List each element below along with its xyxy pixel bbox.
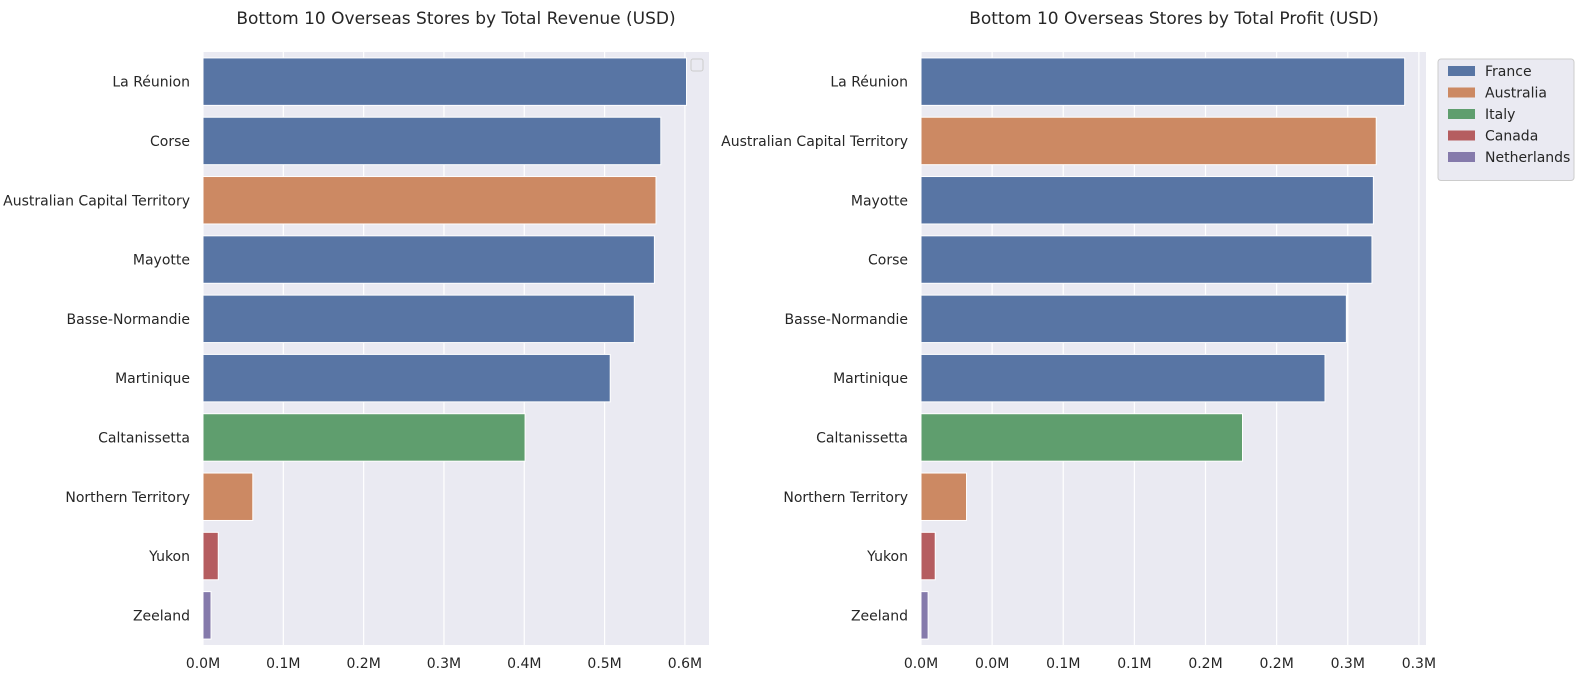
y-tick-label: Mayotte [133, 253, 190, 269]
chart-title: Bottom 10 Overseas Stores by Total Profi… [969, 9, 1379, 29]
bar-northern-territory [202, 472, 254, 521]
bar-yukon [202, 531, 219, 581]
y-tick-label: Caltanissetta [816, 430, 908, 446]
legend-swatch [1448, 152, 1475, 162]
y-tick-label: Martinique [833, 371, 908, 387]
legend-label: Netherlands [1485, 150, 1570, 166]
x-tick-label: 0.5M [587, 656, 621, 672]
y-tick-label: Mayotte [851, 193, 908, 209]
bar-zeeland [920, 591, 929, 640]
legend-swatch [1448, 87, 1475, 98]
x-tick-label: 0.0M [975, 656, 1009, 672]
legend-swatch [1448, 130, 1475, 141]
y-tick-label: Yukon [148, 549, 190, 565]
bar-basse-normandie [920, 294, 1347, 344]
y-tick-label: Zeeland [133, 608, 190, 624]
bar-la-r-union [202, 57, 688, 106]
y-tick-label: Corse [868, 253, 908, 269]
x-tick-label: 0.2M [1188, 656, 1222, 672]
y-tick-label: Australian Capital Territory [3, 193, 190, 209]
bar-caltanissetta [202, 413, 526, 462]
bar-corse [920, 235, 1373, 284]
y-tick-label: Martinique [115, 371, 190, 387]
legend-label: Australia [1485, 86, 1547, 102]
x-tick-label: 0.0M [904, 656, 938, 672]
bar-australian-capital-territory [202, 176, 657, 225]
x-tick-label: 0.3M [427, 656, 461, 672]
bar-corse [202, 116, 662, 166]
y-tick-label: Northern Territory [783, 490, 908, 506]
bar-basse-normandie [202, 294, 635, 344]
y-tick-label: Basse-Normandie [67, 312, 190, 328]
legend-swatch [1448, 66, 1475, 76]
x-tick-label: 0.0M [186, 656, 220, 672]
legend-swatch [1448, 109, 1475, 119]
bar-mayotte [920, 176, 1374, 225]
x-tick-label: 0.2M [346, 656, 380, 672]
x-tick-label: 0.3M [1402, 656, 1436, 672]
bar-mayotte [202, 235, 655, 284]
bar-martinique [202, 353, 611, 403]
bar-martinique [920, 353, 1326, 403]
legend-label: France [1485, 64, 1532, 80]
x-tick-label: 0.4M [507, 656, 541, 672]
x-tick-label: 0.2M [1259, 656, 1293, 672]
empty-legend-box [690, 58, 704, 72]
y-tick-label: Australian Capital Territory [721, 134, 908, 150]
bar-australian-capital-territory [920, 116, 1377, 166]
bar-yukon [920, 531, 936, 581]
bar-northern-territory [920, 472, 968, 521]
y-tick-label: La Réunion [830, 75, 908, 91]
y-tick-label: Northern Territory [65, 490, 190, 506]
bar-zeeland [202, 591, 212, 640]
chart-title: Bottom 10 Overseas Stores by Total Reven… [236, 9, 675, 29]
legend-label: Canada [1485, 129, 1538, 145]
y-tick-label: La Réunion [112, 75, 190, 91]
bar-la-r-union [920, 57, 1406, 106]
y-tick-label: Yukon [866, 549, 908, 565]
chart-2: La Réunion Australian Capital Territory Ma… [721, 9, 1575, 672]
x-tick-label: 0.3M [1331, 656, 1365, 672]
x-tick-label: 0.6M [668, 656, 702, 672]
y-tick-label: Zeeland [851, 608, 908, 624]
x-tick-label: 0.1M [266, 656, 300, 672]
x-tick-label: 0.1M [1046, 656, 1080, 672]
x-tick-label: 0.1M [1117, 656, 1151, 672]
y-tick-label: Corse [150, 134, 190, 150]
bar-caltanissetta [920, 413, 1243, 462]
y-tick-label: Basse-Normandie [785, 312, 908, 328]
chart-1: La Réunion Corse Australian Capital Territ… [3, 9, 709, 672]
legend-label: Italy [1485, 107, 1515, 123]
legend: France Australia Italy Canada Netherlands [1437, 58, 1575, 181]
y-tick-label: Caltanissetta [98, 430, 190, 446]
